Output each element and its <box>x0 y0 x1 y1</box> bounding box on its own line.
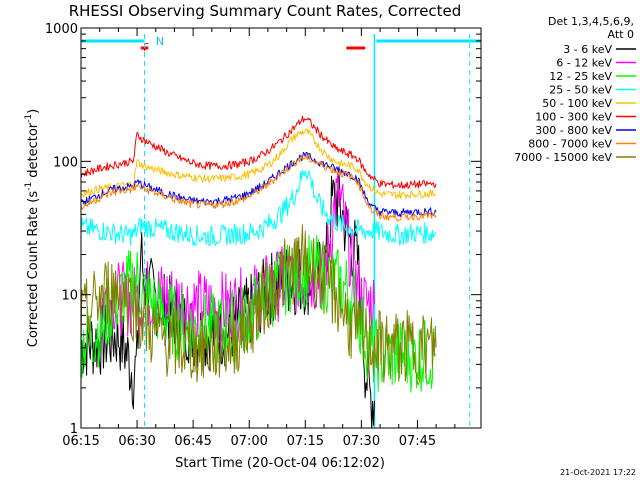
y-tick-label-2: 100 <box>53 155 78 170</box>
series-line-3 <box>81 170 437 247</box>
y-axis-label: Corrected Count Rate (s-1 detector-1) <box>24 109 41 347</box>
x-tick-label-6: 07:45 <box>399 434 436 449</box>
y-tick-label-0: 1 <box>70 422 78 437</box>
series-line-6 <box>81 151 437 217</box>
legend-label-2: 12 - 25 keV <box>549 70 612 83</box>
y-axis-label-part2: detector <box>26 122 41 182</box>
series-line-8 <box>81 224 437 385</box>
legend-label-0: 3 - 6 keV <box>563 43 612 56</box>
x-axis-label: Start Time (20-Oct-04 06:12:02) <box>175 456 385 471</box>
plot-area <box>81 115 437 428</box>
x-tick-label-5: 07:30 <box>343 434 380 449</box>
legend-label-4: 50 - 100 keV <box>542 97 612 110</box>
series-line-4 <box>81 128 437 200</box>
axis-ticks: 06:15 06:30 06:45 07:00 07:15 07:30 07:45 1 10 10… <box>45 22 481 449</box>
y-axis-label-part3: ) <box>26 109 41 114</box>
x-tick-label-1: 06:30 <box>118 434 155 449</box>
legend-header-line1: Det 1,3,4,5,6,9, <box>548 15 634 28</box>
y-axis-label-sup2: -1 <box>24 114 34 123</box>
y-axis-label-sup1: -1 <box>24 182 34 191</box>
legend-label-8: 7000 - 15000 keV <box>514 151 612 164</box>
legend-header-line2: Att 0 <box>608 28 634 41</box>
y-tick-label-3: 1000 <box>45 22 78 37</box>
x-tick-label-3: 07:00 <box>230 434 267 449</box>
x-tick-label-4: 07:15 <box>287 434 324 449</box>
series-line-5 <box>81 115 437 189</box>
saa-flag-label: N <box>156 35 164 48</box>
y-axis-label-part1: Corrected Count Rate (s <box>26 191 41 348</box>
chart-title: RHESSI Observing Summary Count Rates, Co… <box>69 2 462 20</box>
x-tick-label-0: 06:15 <box>62 434 99 449</box>
plot-frame <box>80 27 482 429</box>
legend-label-6: 300 - 800 keV <box>535 124 612 137</box>
legend-label-7: 800 - 7000 keV <box>528 138 612 151</box>
footer-date: 21-Oct-2021 17:22 <box>560 468 636 477</box>
legend-label-5: 100 - 300 keV <box>535 111 612 124</box>
legend-label-1: 6 - 12 keV <box>556 57 612 70</box>
x-tick-label-2: 06:45 <box>174 434 211 449</box>
series-line-7 <box>81 153 437 222</box>
legend-label-3: 25 - 50 keV <box>549 84 612 97</box>
y-tick-label-1: 10 <box>61 289 78 304</box>
